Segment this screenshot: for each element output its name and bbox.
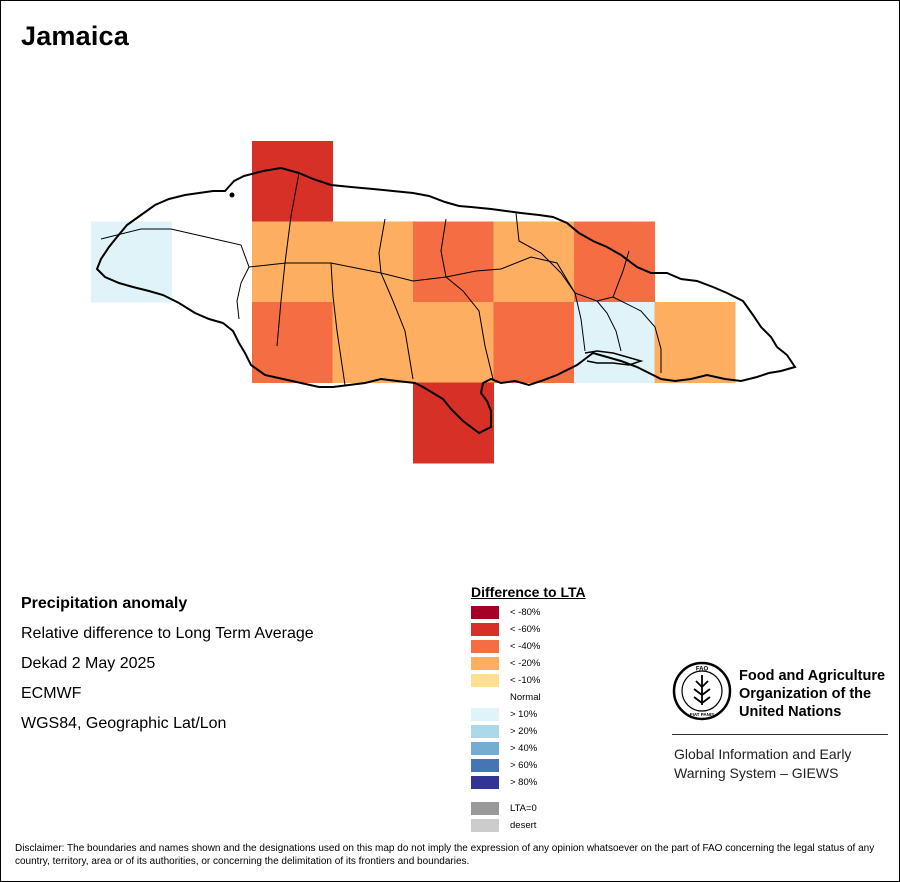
legend-title: Difference to LTA (471, 584, 586, 600)
anomaly-cell (252, 302, 333, 383)
legend-swatch (471, 623, 499, 636)
anomaly-cell (574, 221, 655, 303)
legend-label: > 80% (510, 777, 538, 788)
parish-boundary (248, 262, 502, 282)
anomaly-cell (493, 221, 575, 303)
anomaly-cell (252, 221, 333, 303)
fao-name-line1: Food and Agriculture (739, 668, 886, 684)
anomaly-cell (91, 221, 172, 303)
giews-name: Global Information and Early Warning Sys… (674, 745, 894, 783)
anomaly-cell (493, 302, 575, 383)
parish-boundary (612, 296, 662, 373)
logo-divider (672, 734, 888, 735)
parish-boundary (440, 218, 494, 380)
legend-row: < -80% (471, 604, 586, 621)
parish-boundary (276, 172, 300, 347)
legend-swatch (471, 674, 499, 687)
fao-emblem-icon: FAO FIAT PANIS (672, 661, 732, 721)
info-projection: WGS84, Geographic Lat/Lon (21, 715, 227, 732)
map-canvas (91, 141, 797, 464)
anomaly-grid (91, 141, 736, 464)
giews-line1: Global Information and Early (674, 746, 852, 762)
anomaly-cell (654, 302, 736, 383)
emblem-motto: FIAT PANIS (690, 712, 714, 717)
anomaly-cell (332, 221, 414, 303)
legend-label: > 10% (510, 709, 538, 720)
parish-boundary (100, 228, 250, 320)
legend-label: < -40% (510, 641, 541, 652)
legend-row: desert (471, 817, 586, 834)
anomaly-cell (413, 382, 494, 464)
parish-boundary (515, 212, 598, 302)
legend-swatch (471, 742, 499, 755)
legend-row: > 10% (471, 706, 586, 723)
disclaimer: Disclaimer: The boundaries and names sho… (15, 843, 875, 867)
map-info: Precipitation anomaly Relative differenc… (21, 589, 314, 739)
legend-label: Normal (510, 692, 541, 703)
anomaly-cell (332, 302, 414, 383)
legend-swatch (471, 802, 499, 815)
legend-classes: < -80% < -60% < -40% < -20% < -10% Normal > 10… (471, 604, 586, 791)
legend-row: > 40% (471, 740, 586, 757)
info-period: Dekad 2 May 2025 (21, 655, 156, 672)
legend-row: > 60% (471, 757, 586, 774)
emblem-text: FAO (696, 667, 709, 673)
legend-label: < -60% (510, 624, 541, 635)
legend-row: Normal (471, 689, 586, 706)
jamaica-boundaries (95, 166, 797, 435)
legend-swatch (471, 725, 499, 738)
info-description: Relative difference to Long Term Average (21, 625, 314, 642)
legend-swatch (471, 606, 499, 619)
parish-boundary (596, 250, 630, 302)
coastal-point (229, 192, 235, 198)
parish-boundary (500, 256, 586, 352)
legend-row: > 80% (471, 774, 586, 791)
legend-row: LTA=0 (471, 800, 586, 817)
legend-swatch (471, 640, 499, 653)
legend-extra-classes: LTA=0 desert (471, 800, 586, 834)
legend-row: < -20% (471, 655, 586, 672)
coastline (95, 166, 797, 435)
info-source: ECMWF (21, 685, 82, 702)
legend-swatch (471, 819, 499, 832)
legend-row: < -40% (471, 638, 586, 655)
parish-boundary (596, 300, 622, 352)
map-title: Jamaica (21, 21, 129, 51)
anomaly-cell (413, 302, 494, 383)
legend-label: > 20% (510, 726, 538, 737)
legend-label: < -80% (510, 607, 541, 618)
legend-swatch (471, 708, 499, 721)
legend-label: < -20% (510, 658, 541, 669)
anomaly-cell (413, 221, 494, 303)
parish-boundary (378, 218, 414, 380)
legend-swatch (471, 657, 499, 670)
legend-label: > 60% (510, 760, 538, 771)
legend-label: > 40% (510, 743, 538, 754)
legend-swatch (471, 776, 499, 789)
legend: Difference to LTA < -80% < -60% < -40% < -2… (471, 584, 586, 834)
legend-label: < -10% (510, 675, 541, 686)
legend-row: < -60% (471, 621, 586, 638)
legend-label: LTA=0 (510, 803, 537, 814)
fao-name-line3: United Nations (739, 704, 842, 720)
parish-boundary (330, 262, 346, 386)
giews-line2: Warning System – GIEWS (674, 765, 839, 781)
legend-row: > 20% (471, 723, 586, 740)
legend-label: desert (510, 820, 537, 831)
legend-row: < -10% (471, 672, 586, 689)
info-heading: Precipitation anomaly (21, 595, 188, 612)
fao-name-line2: Organization of the (739, 686, 872, 702)
legend-swatch (471, 759, 499, 772)
harbour-outline (584, 350, 644, 366)
fao-name: Food and Agriculture Organization of the… (739, 667, 899, 721)
